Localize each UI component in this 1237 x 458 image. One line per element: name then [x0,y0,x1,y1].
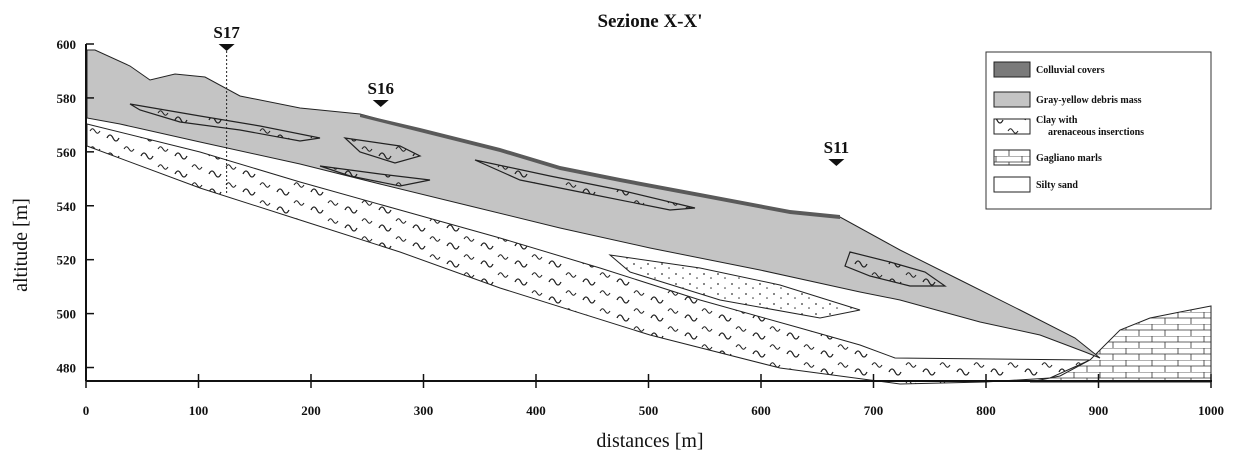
clay-unit [86,123,1091,385]
legend: Colluvial covers Gray-yellow debris mass C… [985,51,1212,210]
borehole-label: S16 [368,79,394,98]
x-tick-label: 600 [751,403,771,418]
silty-sand-lens [608,254,861,319]
clay-lens-4 [474,159,696,211]
y-tick-label: 540 [57,199,77,214]
borehole-marker [372,100,389,107]
legend-swatch [993,91,1031,108]
legend-swatch [993,61,1031,78]
x-tick-label: 500 [639,403,659,418]
borehole-label: S11 [824,138,850,157]
debris-mass-unit [86,49,1101,359]
legend-label-part: Clay with [1036,115,1078,126]
borehole-label: S17 [213,23,240,42]
legend-swatch [993,118,1031,135]
legend-swatch [993,176,1031,193]
geology-layers [86,49,1212,385]
x-tick-label: 800 [976,403,996,418]
marls-unit [1029,305,1212,383]
y-axis-title: altitude [m] [10,198,32,292]
x-axis-title: distances [m] [596,430,703,452]
x-ticks: 0 100 200 300 400 500 600 700 800 900 1000 [83,374,1224,418]
x-tick-label: 200 [301,403,321,418]
legend-label: Gagliano marls [1036,153,1102,164]
x-tick-label: 0 [83,403,90,418]
y-tick-label: 560 [57,145,77,160]
legend-label-part: arenaceous inserctions [1048,127,1144,138]
legend-label: Gray-yellow debris mass [1036,95,1142,106]
clay-lens-1 [129,103,321,142]
borehole-marker [828,159,845,166]
clay-lens-5 [844,251,947,287]
y-tick-label: 600 [57,37,77,52]
y-tick-label: 580 [57,91,77,106]
legend-label: Silty sand [1036,180,1078,191]
y-tick-label: 500 [57,307,77,322]
x-tick-label: 400 [526,403,546,418]
x-tick-label: 1000 [1198,403,1224,418]
y-ticks: 480 500 520 540 560 580 600 [57,37,94,376]
clay-lens-2 [343,137,422,164]
clay-lens-3 [319,165,431,187]
y-tick-label: 520 [57,253,77,268]
y-tick-label: 480 [57,361,77,376]
boreholes: S17 S16 S11 [213,23,849,195]
x-tick-label: 300 [414,403,434,418]
legend-label: Colluvial covers [1036,65,1105,76]
axes: 0 100 200 300 400 500 600 700 800 900 1000 480 500 5… [57,37,1225,418]
x-tick-label: 700 [864,403,884,418]
x-tick-label: 900 [1089,403,1109,418]
borehole-marker [218,44,235,51]
x-tick-label: 100 [189,403,209,418]
figure-title: Sezione X-X' [597,11,702,32]
legend-swatch [993,149,1031,166]
